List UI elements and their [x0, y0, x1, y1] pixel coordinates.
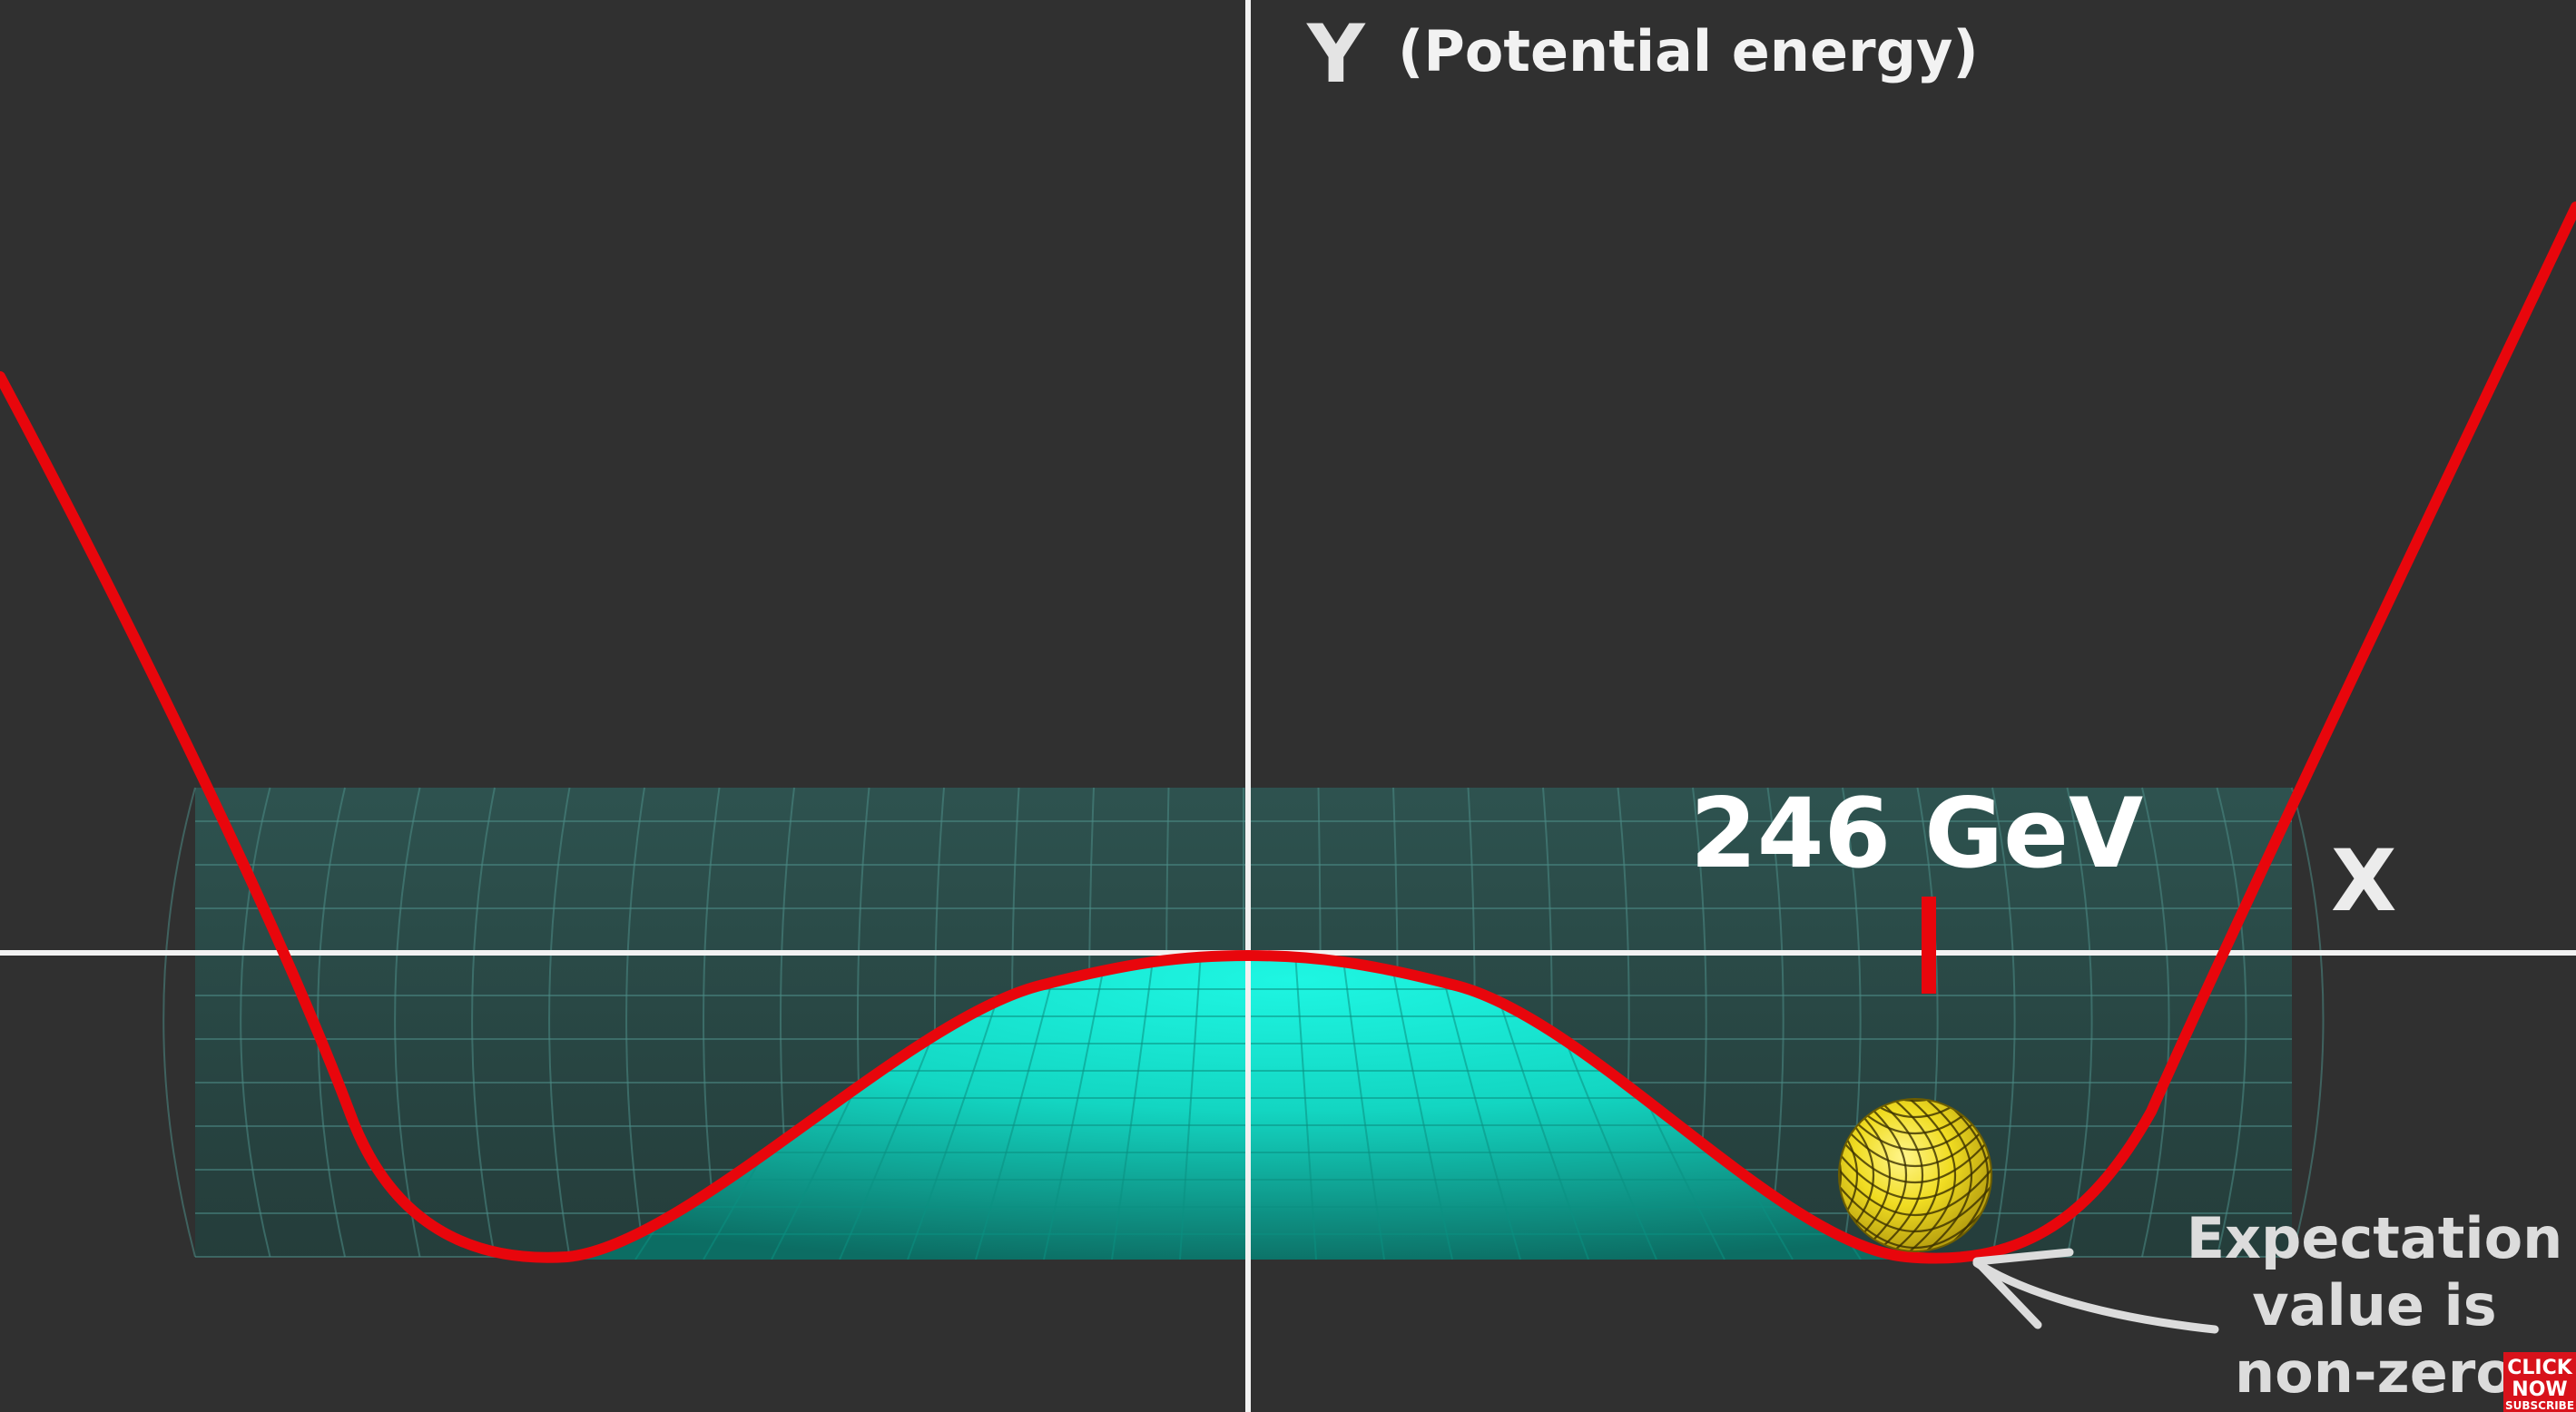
annotation-text: Expectation value is non-zero — [2187, 1205, 2563, 1406]
badge-line-3: SUBSCRIBE — [2505, 1399, 2574, 1412]
vev-label: 246 GeV — [1690, 778, 2143, 889]
x-axis-letter: X — [2331, 832, 2396, 931]
badge-line-1: CLICK — [2507, 1357, 2572, 1379]
potential-curve — [0, 201, 2576, 1264]
subscribe-badge[interactable]: CLICK NOW SUBSCRIBE — [2503, 1352, 2576, 1412]
annotation-line-3: non-zero — [2235, 1339, 2514, 1406]
annotation-arrow — [1972, 1248, 2219, 1334]
ball — [1838, 1098, 1992, 1252]
badge-line-2: NOW — [2512, 1378, 2567, 1401]
y-axis-letter: Y — [1306, 7, 1366, 101]
surface-hump — [567, 956, 2015, 1260]
annotation-line-1: Expectation — [2187, 1205, 2563, 1271]
y-axis-description: (Potential energy) — [1398, 18, 1979, 84]
annotation-line-2: value is — [2252, 1272, 2496, 1338]
